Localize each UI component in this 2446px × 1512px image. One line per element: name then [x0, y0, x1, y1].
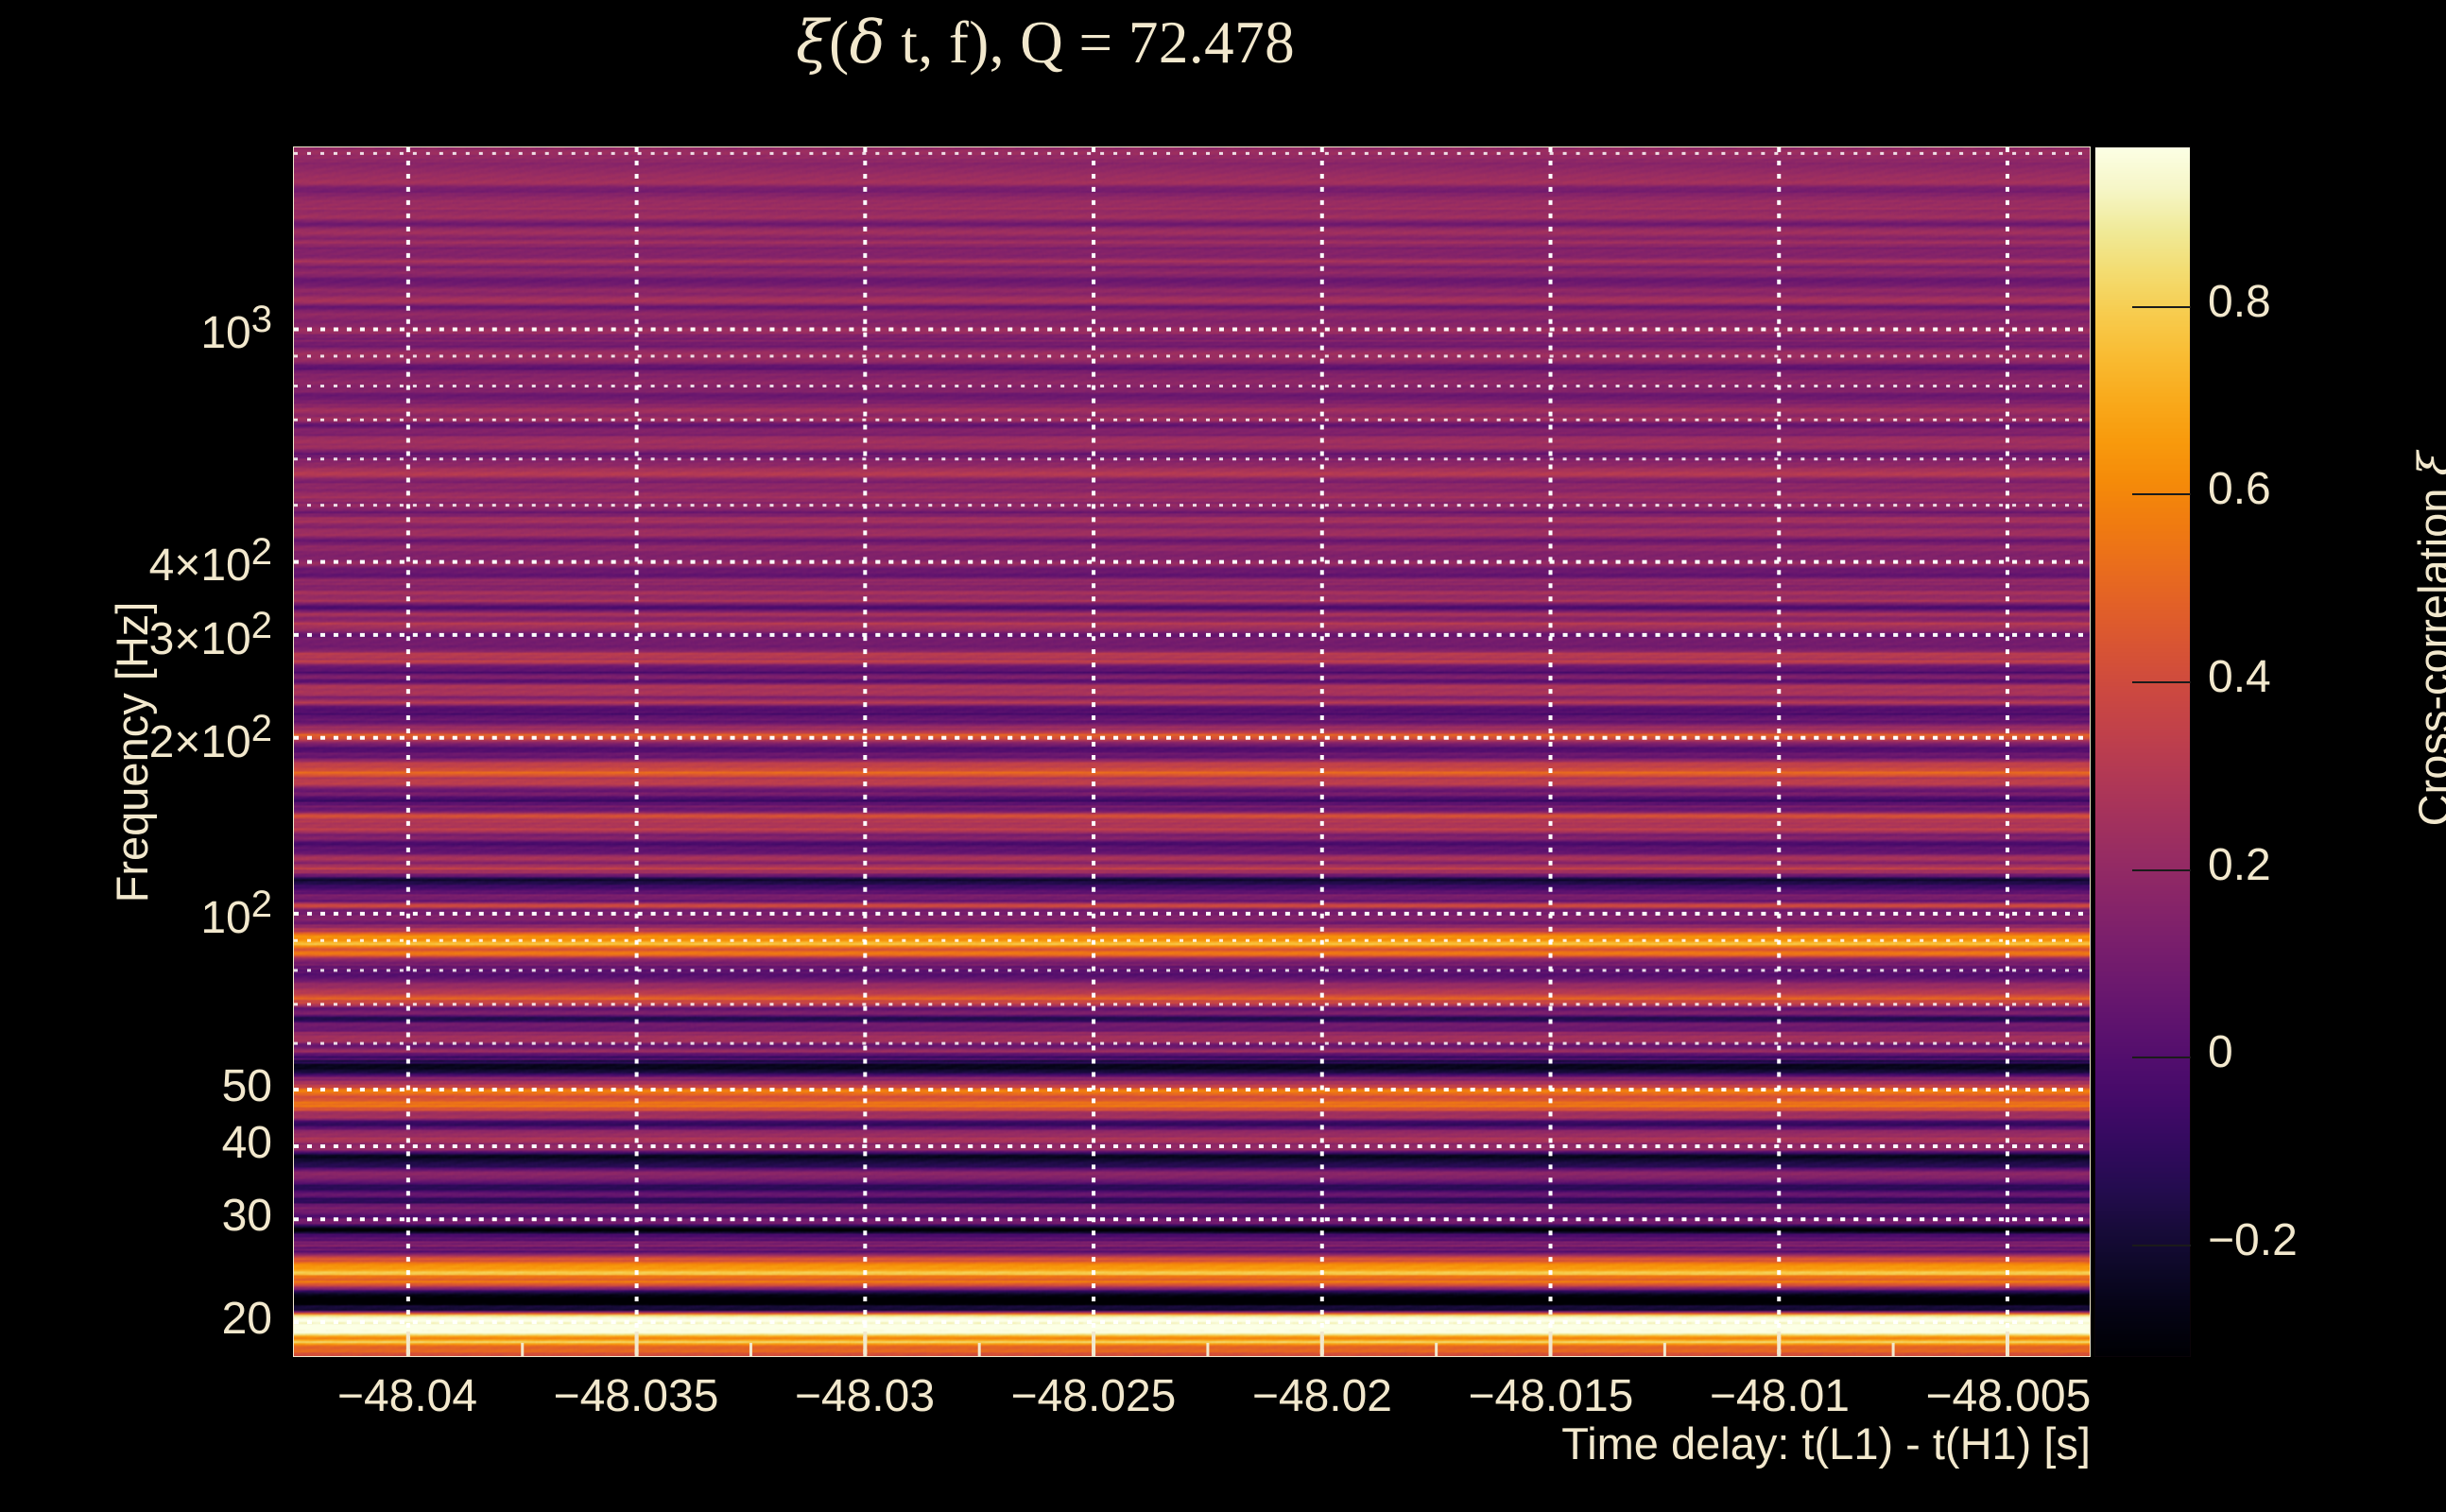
chart-title: ξ(δ t, f), Q = 72.478 — [0, 8, 2091, 77]
colorbar-tick-label: 0 — [2208, 1027, 2233, 1078]
colorbar-title-symbol-xi: ξ — [2409, 451, 2446, 475]
colorbar-tick-mark — [2132, 1244, 2191, 1246]
x-tick-label: −48.02 — [1251, 1371, 1392, 1421]
y-tick-label: 2×102 — [148, 707, 272, 767]
y-tick-label: 20 — [221, 1294, 272, 1345]
heatmap-image — [294, 147, 2090, 1356]
colorbar-tick-label: 0.2 — [2208, 839, 2271, 890]
x-tick-label: −48.015 — [1468, 1371, 1634, 1421]
colorbar-tick-label: 0.8 — [2208, 276, 2271, 327]
colorbar-tick-mark — [2132, 868, 2191, 871]
x-tick-label: −48.04 — [336, 1371, 478, 1421]
heatmap-plot-area[interactable] — [293, 146, 2091, 1357]
y-tick-label: 50 — [221, 1060, 272, 1111]
y-tick-label: 103 — [200, 298, 272, 358]
x-tick-label: −48.01 — [1709, 1371, 1850, 1421]
x-tick-label: −48.025 — [1010, 1371, 1177, 1421]
x-tick-label: −48.005 — [1925, 1371, 2092, 1421]
y-tick-label: 30 — [221, 1191, 272, 1242]
x-tick-label: −48.035 — [553, 1371, 719, 1421]
y-tick-label: 40 — [221, 1117, 272, 1168]
colorbar-title-text: Cross-correlation — [2409, 488, 2446, 826]
y-tick-label: 102 — [200, 884, 272, 944]
colorbar-tick-mark — [2132, 305, 2191, 308]
colorbar-tick-mark — [2132, 1057, 2191, 1059]
colorbar-tick-mark — [2132, 681, 2191, 684]
title-symbol-xi: ξ — [795, 8, 830, 77]
x-axis-title: Time delay: t(L1) - t(H1) [s] — [1561, 1418, 2091, 1469]
y-tick-label: 3×102 — [148, 604, 272, 664]
colorbar[interactable] — [2094, 146, 2191, 1357]
colorbar-tick-label: −0.2 — [2208, 1214, 2298, 1265]
y-tick-label: 4×102 — [148, 531, 272, 592]
title-body: (δ t, f), Q = — [829, 8, 1128, 77]
colorbar-tick-label: 0.6 — [2208, 464, 2271, 515]
x-tick-label: −48.03 — [794, 1371, 936, 1421]
title-q-value: 72.478 — [1128, 9, 1296, 76]
colorbar-title: Cross-correlation ξ — [2408, 451, 2446, 826]
colorbar-tick-mark — [2132, 493, 2191, 496]
colorbar-tick-label: 0.4 — [2208, 652, 2271, 703]
